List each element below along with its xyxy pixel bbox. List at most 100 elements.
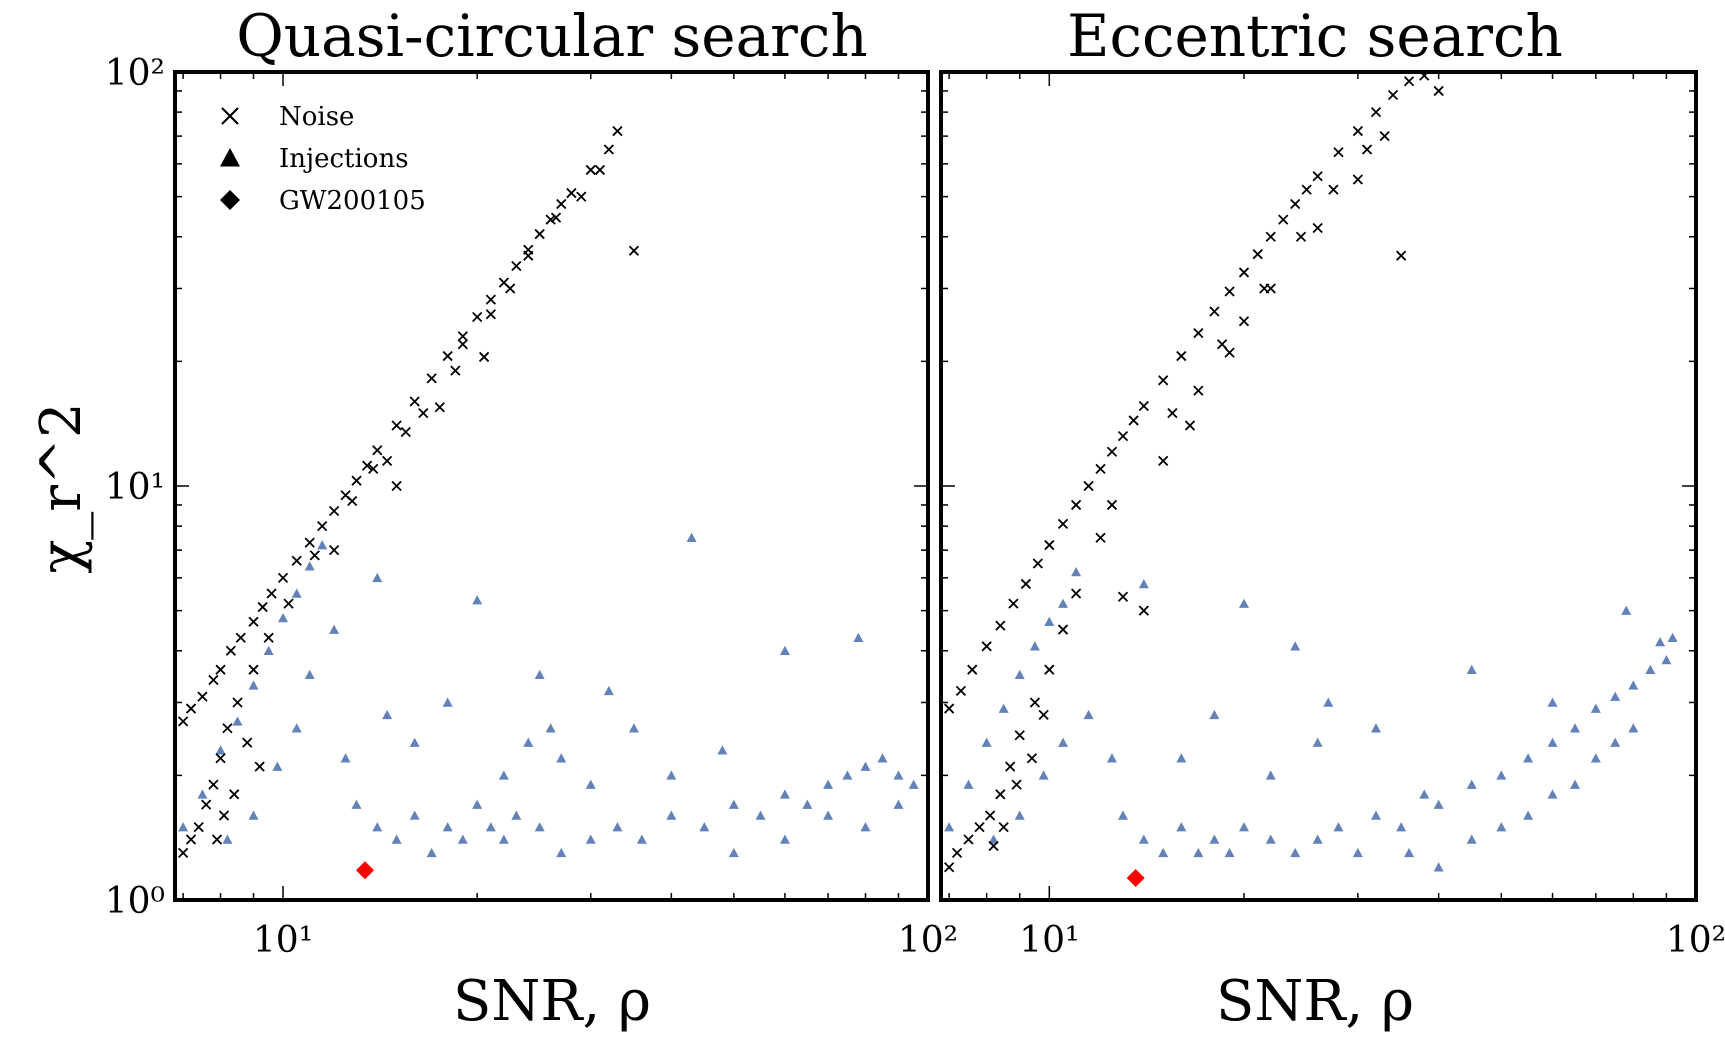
noise-point [472,311,483,323]
legend-marker [220,190,240,210]
legend-marker [221,107,239,125]
injection-point [998,703,1009,713]
injection-point [1209,834,1220,844]
noise-point [400,426,411,438]
injection-point [272,761,283,771]
injection-point [426,847,437,858]
injection-point [1312,834,1323,844]
noise-point [1026,753,1038,764]
injection-point [860,822,871,832]
noise-point [328,544,340,556]
noise-point [556,198,567,210]
injection-point [666,770,677,780]
injection-point [1547,737,1558,747]
noise-point [215,664,226,675]
injection-point [699,822,710,832]
noise-point [576,191,587,202]
injection-point [372,822,383,832]
noise-point [1158,455,1169,467]
noise-point [1216,339,1228,350]
noise-point [1301,184,1312,195]
noise-point [1014,730,1025,741]
noise-point [1312,222,1323,234]
injection-point [1590,703,1601,713]
noise-point [229,789,240,800]
injection-point [1038,770,1049,780]
noise-point [1352,174,1363,185]
noise-point [485,294,496,305]
gw200105-point [356,861,375,880]
injection-point [728,847,739,858]
injection-point [291,723,302,733]
noise-point [457,331,468,342]
injection-point [628,723,639,733]
noise-point [995,620,1006,631]
injection-point [215,745,226,755]
injection-point [1628,723,1639,733]
injection-point [1570,779,1581,789]
noise-point [418,407,429,419]
noise-point [317,520,328,532]
noise-point [235,632,246,643]
injection-point [755,810,766,820]
injection-point [391,834,402,844]
noise-point [309,550,320,561]
injection-point [779,645,790,655]
noise-point [1032,558,1043,569]
injection-point [340,753,351,763]
noise-point [1259,283,1270,294]
y-tick-label: 10⁰ [105,881,165,922]
noise-point [277,572,289,583]
noise-point [1106,499,1118,511]
legend-marker [220,148,240,167]
injection-point [1466,779,1477,789]
x-axis-label: SNR, ρ [1216,969,1414,1034]
noise-point [450,365,461,376]
injection-point [1628,680,1639,690]
y-axis-label: χ_r^2 [29,402,94,573]
injection-point [263,645,274,655]
injection-point [1044,616,1055,627]
injection-point [1209,709,1220,720]
noise-point [242,737,253,748]
noise-point [967,664,978,675]
injection-point [1466,834,1477,844]
injection-point [1621,605,1632,615]
legend: Noise Injections GW200105 [220,102,426,216]
injection-point [304,561,315,571]
noise-point [208,674,219,686]
noise-point [222,723,233,734]
injection-point [636,834,647,844]
noise-point [1138,605,1149,616]
injection-point [1433,862,1444,872]
injection-point [603,685,614,696]
injection-point [1370,810,1381,820]
noise-point [1020,578,1032,590]
noise-point [218,810,230,821]
injection-point [457,834,468,844]
noise-point [351,475,362,486]
noise-point [391,420,402,431]
noise-point [1029,697,1041,708]
y-tick-label: 10¹ [105,467,165,508]
noise-point [361,460,373,471]
injection-point [1071,566,1082,577]
noise-point [1403,76,1415,87]
injection-point [556,753,567,763]
noise-point [1193,385,1204,396]
injection-point [472,799,483,809]
noise-point [1361,144,1373,155]
x-tick-label: 10² [1666,920,1725,961]
injection-point [197,789,208,799]
noise-point [1224,286,1235,297]
noise-point [1095,532,1106,543]
injection-point [1661,654,1672,665]
x-axis-label: SNR, ρ [453,969,651,1034]
injection-point [1158,847,1169,858]
noise-point [603,144,614,155]
noise-point [283,598,294,609]
injection-point [511,810,522,820]
legend-label: GW200105 [279,186,426,216]
noise-point [1312,171,1323,182]
